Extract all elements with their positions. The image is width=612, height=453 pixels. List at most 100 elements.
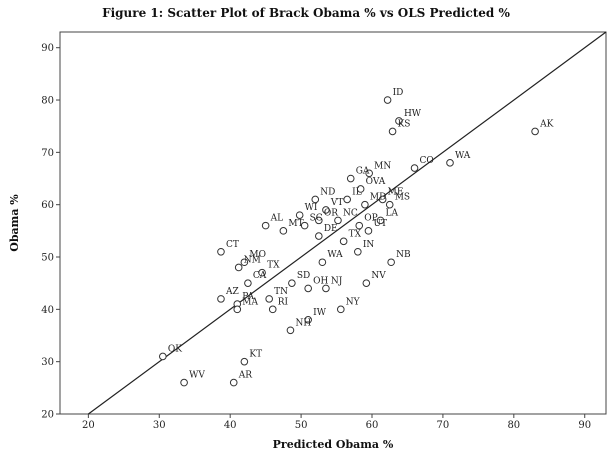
data-point [334,216,342,225]
data-point [322,284,330,293]
data-point [244,279,252,287]
data-point [300,221,309,230]
data-point [339,237,348,246]
data-point [383,96,392,104]
data-point [217,247,225,256]
data-point [233,305,242,314]
data-point [385,200,394,209]
point-label: NJ [331,276,343,286]
point-label: TN [274,287,288,297]
point-label: LA [386,208,399,218]
point-label: WA [455,151,471,161]
data-point [365,169,373,178]
point-label: WV [189,371,205,381]
data-point [364,227,373,235]
point-label: MD [370,193,386,203]
chart-title: Figure 1: Scatter Plot of Brack Obama % … [102,6,510,20]
y-tick-label: 90 [41,43,54,54]
x-axis-title: Predicted Obama % [273,438,394,451]
x-tick-label: 40 [224,420,237,431]
data-point [229,378,238,387]
point-label: SD [297,271,310,281]
point-label: NC [343,208,358,218]
data-point [376,216,385,225]
point-label: DE [324,224,338,234]
y-tick-label: 60 [41,200,54,211]
data-point [387,258,395,267]
point-label: AK [539,119,553,129]
point-label: WI [305,203,318,213]
point-label: OR [324,208,338,218]
data-point [261,221,270,230]
data-point [378,195,387,204]
point-label: NM [244,255,261,265]
point-label: OP [364,214,377,224]
point-label: TX [349,229,362,239]
x-tick-label: 20 [82,420,95,431]
point-label: CO [420,156,434,166]
data-point [337,305,345,314]
x-tick-label: 30 [153,420,166,431]
point-label: UT [373,219,387,229]
point-label: NH [295,318,311,328]
y-tick-label: 20 [41,410,54,421]
data-point [531,127,539,136]
point-label: ND [320,187,335,197]
data-point [318,258,327,267]
plot-frame [59,31,607,415]
point-label: OK [168,344,182,354]
point-label: CA [253,271,267,281]
data-point [304,316,312,324]
data-point [279,227,288,235]
point-label: VT [330,198,344,208]
data-point [355,221,364,230]
point-label: MO [249,250,266,260]
point-label: TX [267,261,280,271]
data-point [288,279,296,287]
data-point [180,378,188,387]
point-label: ID [393,88,404,98]
data-point [268,305,277,314]
point-label: MT [288,219,303,229]
data-point [304,284,312,293]
data-point [343,195,351,204]
data-point [315,216,323,225]
point-label: NY [346,297,361,307]
point-label: SC [310,214,323,224]
x-tick-label: 90 [578,420,591,431]
point-label: KT [249,350,262,360]
data-point [234,263,243,272]
y-tick-label: 40 [41,305,54,316]
y-tick-label: 70 [41,148,54,159]
point-label: CT [226,240,239,250]
y-tick-label: 50 [41,253,54,264]
data-point [446,159,454,167]
y-tick-label: 80 [41,96,54,107]
data-point [240,357,249,366]
data-point [388,127,397,136]
point-label: IL [352,187,362,197]
point-label: AL [270,214,283,224]
point-label: AZ [225,287,239,297]
fit-line [88,31,607,415]
point-label: OVA [366,177,386,187]
data-point [354,247,362,256]
data-point [322,206,330,214]
y-axis-title: Obama % [8,194,21,252]
data-point [410,164,419,172]
point-label: IN [363,240,375,250]
point-label: MS [395,193,410,203]
point-label: WA [327,250,343,260]
point-label: NV [371,271,386,281]
point-label: PA [242,292,254,302]
point-label: OH [313,276,328,286]
x-tick-label: 80 [507,420,520,431]
point-label: MA [242,297,258,307]
point-label: NB [396,250,411,260]
data-point [295,211,304,219]
data-point [217,295,225,303]
y-tick-label: 30 [41,357,54,368]
data-point [159,352,167,361]
point-label: GA [356,167,370,177]
